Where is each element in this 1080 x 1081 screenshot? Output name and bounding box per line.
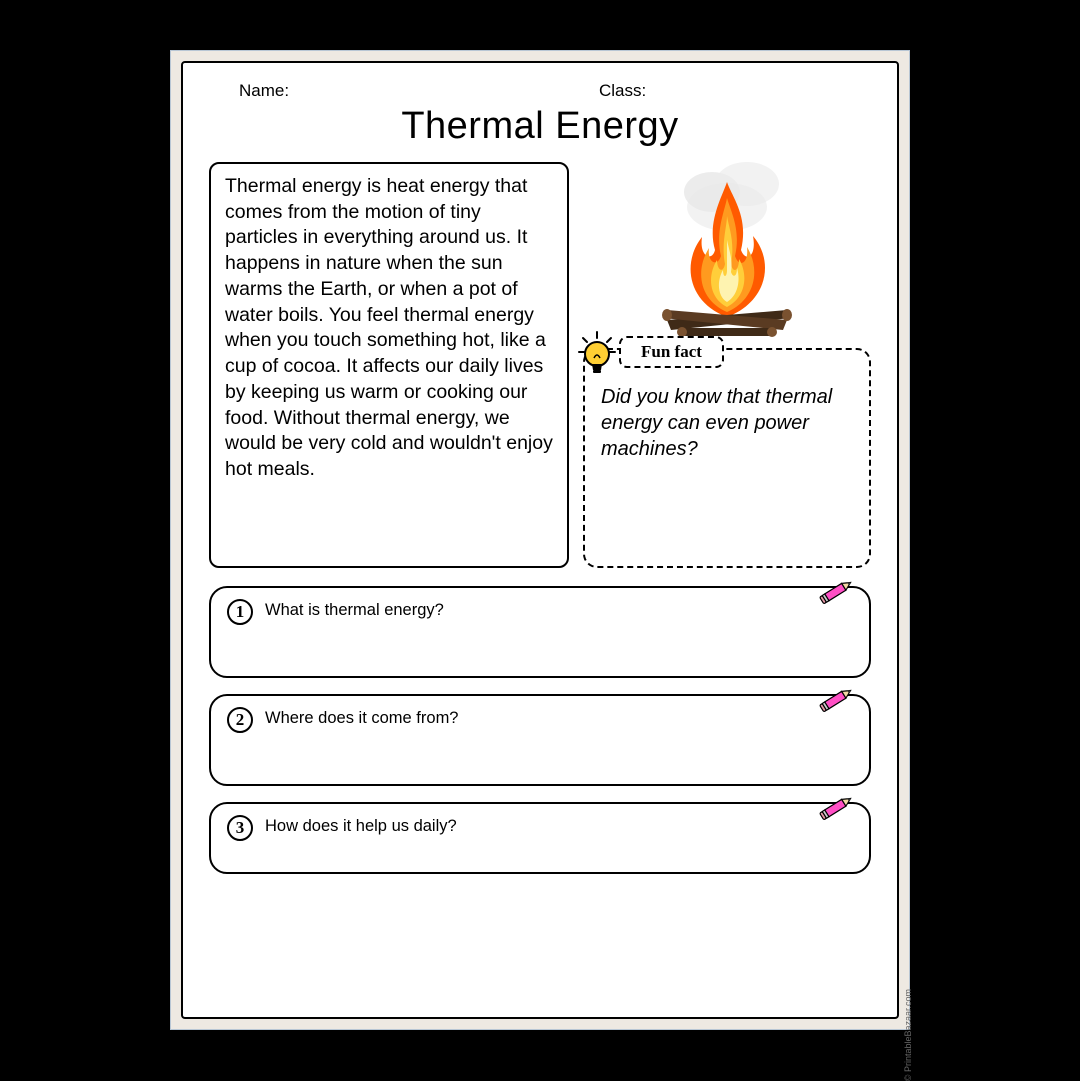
copyright-text: © PrintableBazaar.com xyxy=(903,989,913,1081)
question-number: 1 xyxy=(227,599,253,625)
pencil-icon xyxy=(817,794,857,825)
reading-passage: Thermal energy is heat energy that comes… xyxy=(209,162,569,568)
content-row: Thermal energy is heat energy that comes… xyxy=(209,162,871,568)
worksheet-page: Name: Class: Thermal Energy Thermal ener… xyxy=(181,61,899,1019)
class-field-label[interactable]: Class: xyxy=(599,81,646,101)
funfact-box: Did you know that thermal energy can eve… xyxy=(583,348,871,568)
question-box-2[interactable]: 2 Where does it come from? xyxy=(209,694,871,786)
question-number: 3 xyxy=(227,815,253,841)
funfact-container: Fun fact Did you know that thermal energ… xyxy=(583,348,871,568)
pencil-icon xyxy=(817,578,857,609)
header-row: Name: Class: xyxy=(239,81,871,101)
right-column: Fun fact Did you know that thermal energ… xyxy=(583,162,871,568)
page-title: Thermal Energy xyxy=(209,105,871,148)
question-box-3[interactable]: 3 How does it help us daily? xyxy=(209,802,871,874)
name-field-label[interactable]: Name: xyxy=(239,81,539,101)
lightbulb-icon xyxy=(575,330,619,383)
question-text: How does it help us daily? xyxy=(265,817,457,836)
question-box-1[interactable]: 1 What is thermal energy? xyxy=(209,586,871,678)
pencil-icon xyxy=(817,686,857,717)
question-number: 2 xyxy=(227,707,253,733)
question-text: What is thermal energy? xyxy=(265,601,444,620)
worksheet-outer: Name: Class: Thermal Energy Thermal ener… xyxy=(170,50,910,1030)
funfact-label: Fun fact xyxy=(619,336,724,368)
question-text: Where does it come from? xyxy=(265,709,459,728)
campfire-illustration xyxy=(583,162,871,342)
